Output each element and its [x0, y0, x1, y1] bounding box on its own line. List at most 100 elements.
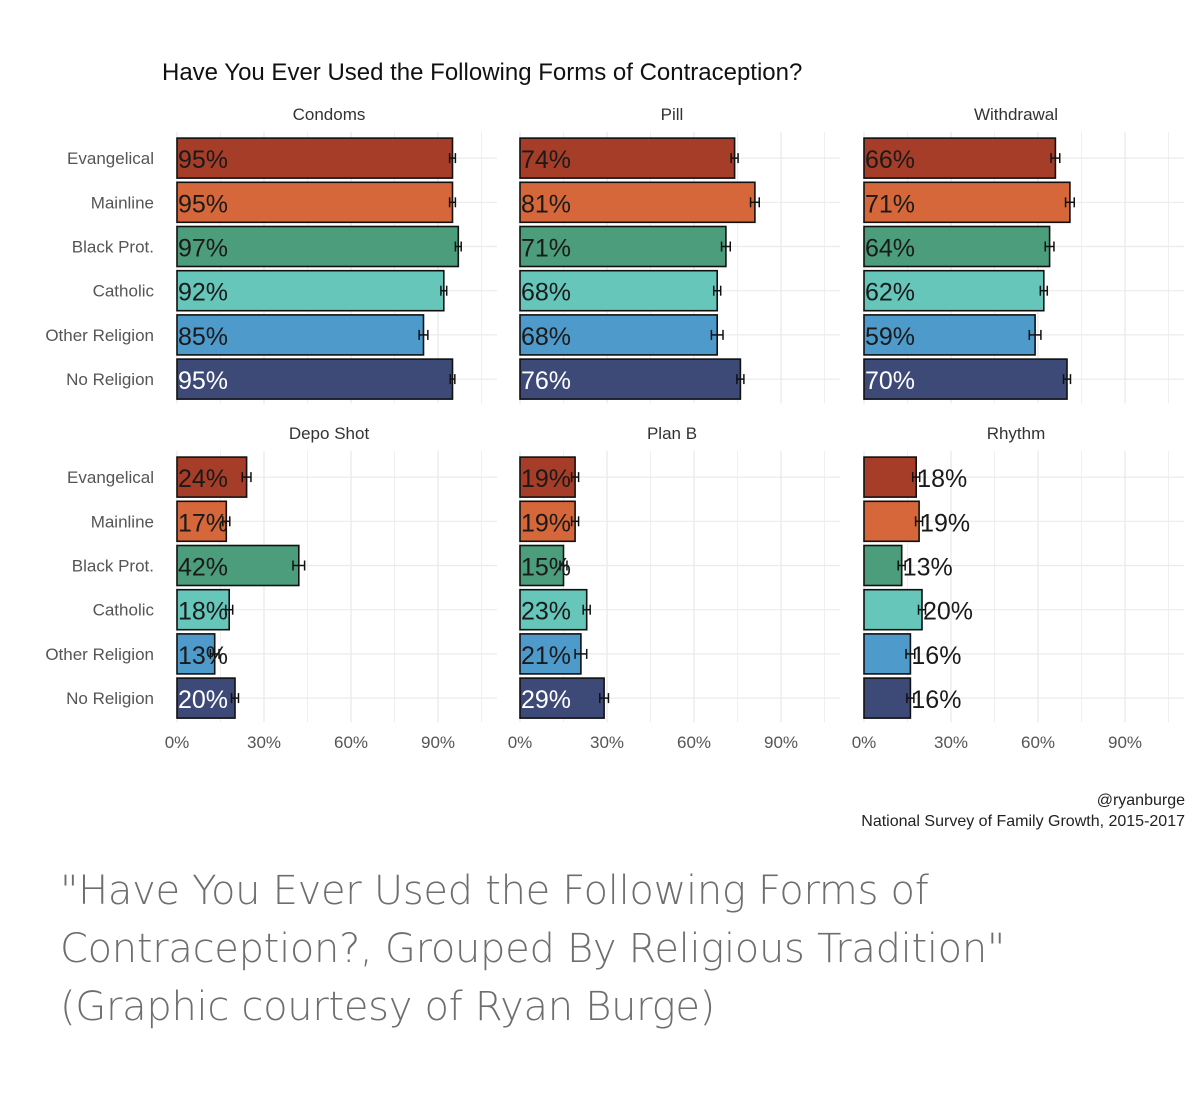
bar [519, 358, 742, 400]
data-label: 81% [521, 190, 571, 218]
data-label: 64% [865, 235, 915, 263]
data-label: 13% [178, 642, 228, 670]
y-tick-label: No Religion [66, 370, 154, 389]
data-label: 71% [865, 190, 915, 218]
x-tick-label: 0% [508, 733, 533, 752]
data-label: 85% [178, 323, 228, 351]
data-label: 29% [521, 686, 571, 714]
data-label: 23% [521, 598, 571, 626]
data-label: 16% [911, 686, 961, 714]
facet-title: Depo Shot [289, 424, 370, 443]
data-label: 68% [521, 279, 571, 307]
credit-source: National Survey of Family Growth, 2015-2… [861, 813, 1185, 830]
credit-handle: @ryanburge [1097, 792, 1185, 809]
data-label: 95% [178, 190, 228, 218]
bar [863, 314, 1036, 356]
facet-title: Rhythm [987, 424, 1046, 443]
x-tick-label: 0% [852, 733, 877, 752]
y-tick-label: Other Religion [45, 645, 154, 664]
y-tick-label: Black Prot. [72, 238, 154, 257]
panel-rhythm: Rhythm 18% 19% 13% 20% 16% 16% 0% 30% 60% 90% [852, 424, 1184, 752]
bar [176, 358, 454, 400]
bar [863, 225, 1051, 268]
data-label: 76% [521, 367, 571, 395]
data-label: 74% [521, 146, 571, 174]
data-label: 97% [178, 235, 228, 263]
data-label: 18% [917, 465, 967, 493]
x-tick-label: 30% [934, 733, 968, 752]
bar [519, 500, 576, 543]
data-label: 20% [178, 686, 228, 714]
panel-condoms: Condoms Evangelical Mainline Black Prot. Cat… [45, 105, 497, 404]
data-label: 15% [521, 554, 571, 582]
data-label: 21% [521, 642, 571, 670]
bar [519, 677, 605, 719]
x-tick-label: 60% [677, 733, 711, 752]
bar [519, 181, 756, 224]
data-label: 71% [521, 235, 571, 263]
panel-plan-b: Plan B 19% 19% 15% 23% 21% 29% 0% 30% 60% 90% [508, 424, 840, 752]
bar [863, 633, 912, 675]
data-label: 68% [521, 323, 571, 351]
bar [863, 137, 1057, 179]
data-label: 19% [521, 509, 571, 537]
bar [863, 677, 912, 719]
bar [176, 269, 445, 312]
bar [176, 225, 460, 268]
x-tick-label: 90% [1108, 733, 1142, 752]
x-tick-label: 30% [247, 733, 281, 752]
bar [519, 456, 576, 498]
data-label: 19% [521, 465, 571, 493]
data-label: 92% [178, 279, 228, 307]
x-tick-label: 30% [590, 733, 624, 752]
y-tick-label: Other Religion [45, 326, 154, 345]
data-label: 95% [178, 367, 228, 395]
y-tick-label: Catholic [93, 282, 155, 301]
data-label: 66% [865, 146, 915, 174]
bar [176, 456, 248, 498]
y-tick-label: Evangelical [67, 149, 154, 168]
data-label: 70% [865, 367, 915, 395]
caption-line: (Graphic courtesy of Ryan Burge) [60, 984, 715, 1030]
bar [863, 544, 903, 587]
bar [176, 500, 228, 543]
data-label: 18% [178, 598, 228, 626]
panel-withdrawal: Withdrawal 66% 71% 64% 62% 59% 70% [863, 105, 1184, 404]
y-tick-label: Mainline [91, 193, 154, 212]
panel-depo-shot: Depo Shot Evangelical Mainline Black Prot. C… [45, 424, 497, 752]
bar [519, 137, 736, 179]
chart-title: Have You Ever Used the Following Forms o… [162, 59, 802, 86]
data-label: 16% [911, 642, 961, 670]
bar [519, 225, 727, 268]
bar [863, 358, 1068, 400]
bar [863, 500, 920, 543]
x-tick-label: 90% [421, 733, 455, 752]
x-tick-label: 0% [165, 733, 190, 752]
bar [863, 269, 1045, 312]
data-label: 13% [903, 554, 953, 582]
data-label: 24% [178, 465, 228, 493]
x-tick-label: 60% [334, 733, 368, 752]
figure-caption: "Have You Ever Used the Following Forms … [60, 862, 1160, 1036]
x-tick-label: 60% [1021, 733, 1055, 752]
bar [176, 633, 216, 675]
data-label: 17% [178, 509, 228, 537]
bar [519, 544, 565, 587]
y-tick-label: Black Prot. [72, 557, 154, 576]
facet-title: Plan B [647, 424, 697, 443]
caption-line: "Have You Ever Used the Following Forms … [60, 868, 929, 914]
facet-title: Pill [661, 105, 684, 124]
facet-title: Withdrawal [974, 105, 1058, 124]
data-label: 20% [923, 598, 973, 626]
bar [519, 269, 718, 312]
data-label: 95% [178, 146, 228, 174]
bar [863, 456, 918, 498]
panel-pill: Pill 74% 81% 71% 68% 68% 76% [519, 105, 840, 404]
x-tick-label: 90% [764, 733, 798, 752]
facet-title: Condoms [293, 105, 366, 124]
y-tick-label: No Religion [66, 689, 154, 708]
chart-area: Have You Ever Used the Following Forms o… [45, 59, 1185, 830]
data-label: 42% [178, 554, 228, 582]
y-tick-label: Catholic [93, 601, 155, 620]
chart-panels: Condoms Evangelical Mainline Black Prot. Cat… [45, 105, 1184, 752]
